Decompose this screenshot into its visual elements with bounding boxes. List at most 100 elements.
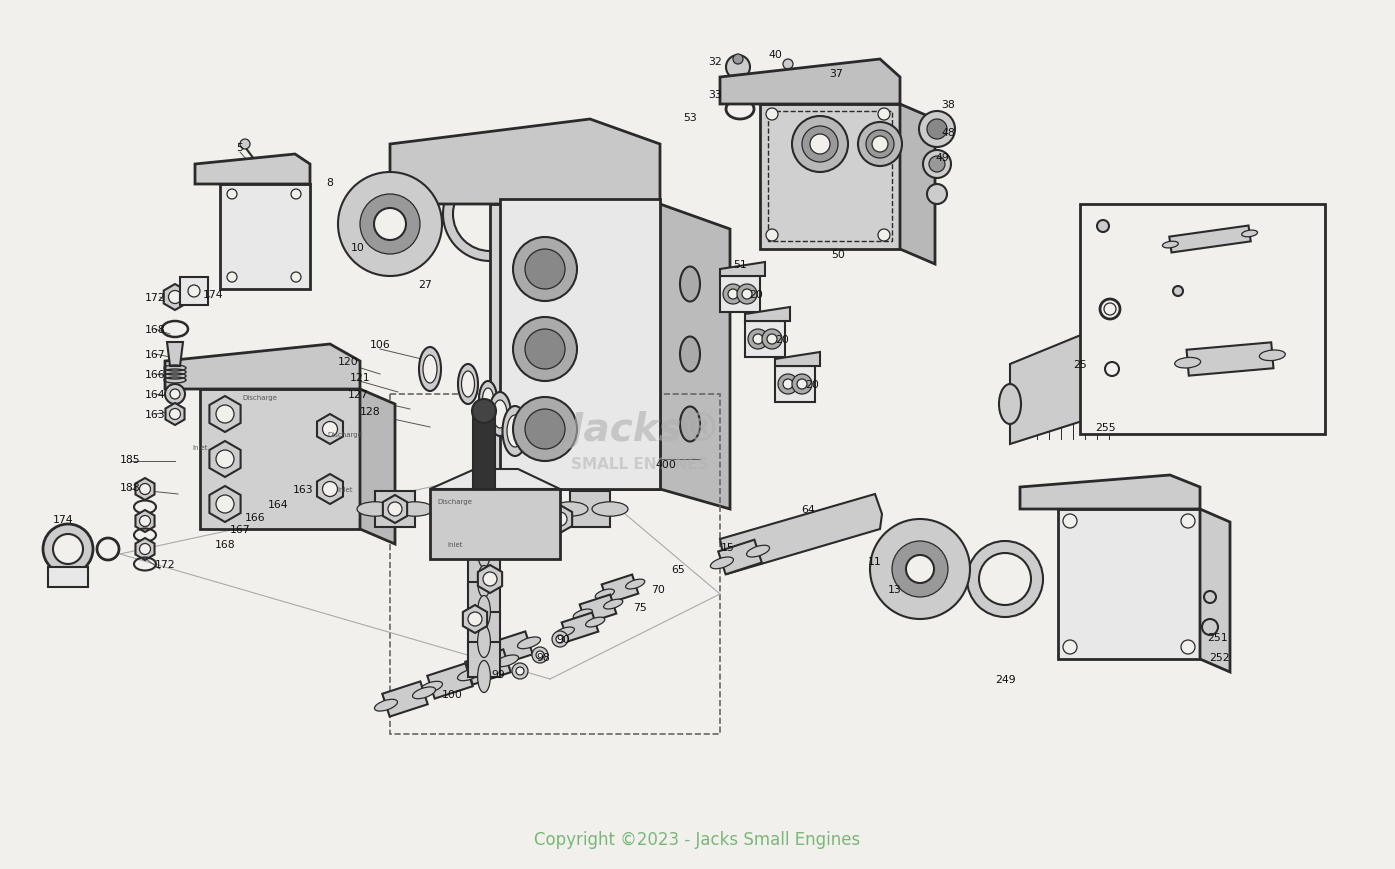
Polygon shape [360, 389, 395, 544]
Ellipse shape [591, 502, 628, 516]
Ellipse shape [462, 372, 474, 397]
Ellipse shape [492, 401, 506, 428]
Ellipse shape [423, 355, 437, 383]
Polygon shape [427, 664, 473, 699]
Circle shape [872, 136, 889, 153]
Text: Inlet: Inlet [193, 444, 208, 450]
Circle shape [53, 534, 82, 564]
Circle shape [919, 112, 956, 148]
Polygon shape [430, 469, 559, 489]
Ellipse shape [502, 407, 527, 456]
Circle shape [388, 502, 402, 516]
Circle shape [1202, 620, 1218, 635]
Text: 49: 49 [935, 153, 949, 163]
Circle shape [725, 56, 751, 80]
Ellipse shape [1175, 358, 1201, 368]
Circle shape [1204, 591, 1216, 603]
Polygon shape [167, 342, 183, 367]
Polygon shape [1200, 509, 1230, 673]
Polygon shape [720, 494, 882, 574]
Text: 174: 174 [53, 514, 74, 524]
Polygon shape [317, 415, 343, 444]
Polygon shape [209, 441, 240, 477]
Ellipse shape [586, 618, 605, 627]
Polygon shape [1187, 343, 1274, 376]
Circle shape [1063, 640, 1077, 654]
Polygon shape [548, 506, 572, 534]
Circle shape [767, 335, 777, 345]
Ellipse shape [552, 502, 589, 516]
Text: 120: 120 [338, 356, 359, 367]
Polygon shape [601, 575, 639, 604]
Polygon shape [490, 205, 660, 489]
Circle shape [929, 156, 944, 173]
Circle shape [891, 541, 949, 597]
Polygon shape [499, 200, 660, 489]
Text: SMALL ENGINES: SMALL ENGINES [571, 457, 709, 472]
Text: 90: 90 [557, 634, 571, 644]
Text: Inlet: Inlet [448, 541, 463, 547]
Text: 128: 128 [360, 407, 381, 416]
Polygon shape [1169, 226, 1251, 253]
Text: 13: 13 [889, 584, 903, 594]
Text: 255: 255 [1095, 422, 1116, 433]
Circle shape [723, 285, 744, 305]
Text: 164: 164 [268, 500, 289, 509]
Circle shape [1063, 514, 1077, 528]
Text: 188: 188 [120, 482, 141, 493]
Polygon shape [220, 185, 310, 289]
Ellipse shape [477, 571, 491, 603]
Ellipse shape [477, 596, 491, 627]
Text: 70: 70 [651, 584, 665, 594]
Polygon shape [1010, 320, 1136, 444]
Polygon shape [430, 489, 559, 560]
Circle shape [877, 109, 890, 121]
Polygon shape [1057, 509, 1200, 660]
Ellipse shape [555, 627, 575, 637]
Circle shape [766, 109, 778, 121]
Circle shape [979, 554, 1031, 606]
Text: 99: 99 [491, 669, 505, 680]
Text: 32: 32 [709, 57, 721, 67]
Ellipse shape [418, 348, 441, 392]
Circle shape [227, 189, 237, 200]
Circle shape [140, 516, 151, 527]
Circle shape [227, 273, 237, 282]
Circle shape [1182, 640, 1196, 654]
Circle shape [525, 329, 565, 369]
Circle shape [516, 667, 525, 675]
Text: 27: 27 [418, 280, 432, 289]
Polygon shape [720, 60, 900, 105]
Bar [1080, 205, 1325, 434]
Ellipse shape [746, 546, 770, 557]
Text: 40: 40 [769, 50, 783, 60]
Text: Jacks®: Jacks® [569, 410, 721, 448]
Circle shape [1096, 221, 1109, 233]
Polygon shape [760, 105, 900, 249]
Polygon shape [776, 353, 820, 367]
Circle shape [762, 329, 783, 349]
Ellipse shape [1260, 350, 1285, 362]
Circle shape [216, 406, 234, 423]
Text: 163: 163 [293, 484, 314, 494]
Text: 25: 25 [1073, 360, 1087, 369]
Circle shape [742, 289, 752, 300]
Polygon shape [195, 155, 310, 185]
Text: 8: 8 [326, 178, 333, 188]
Ellipse shape [518, 637, 540, 649]
Polygon shape [720, 276, 760, 313]
Polygon shape [562, 613, 598, 641]
Ellipse shape [458, 669, 480, 681]
Circle shape [165, 385, 186, 405]
Text: 249: 249 [995, 674, 1016, 684]
Circle shape [338, 173, 442, 276]
Circle shape [766, 229, 778, 242]
Circle shape [453, 178, 527, 252]
Text: 167: 167 [230, 524, 250, 534]
Circle shape [552, 631, 568, 647]
Text: 400: 400 [656, 460, 677, 469]
Ellipse shape [1242, 231, 1257, 237]
Circle shape [783, 60, 792, 70]
Text: 20: 20 [776, 335, 790, 345]
Circle shape [728, 289, 738, 300]
